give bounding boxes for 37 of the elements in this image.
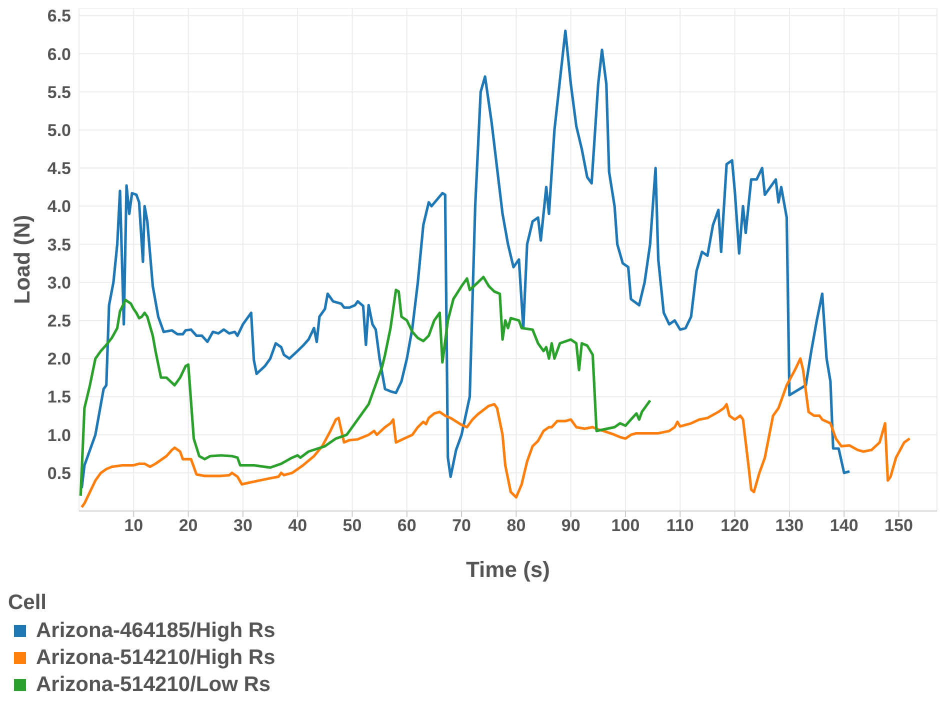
y-tick-label: 3.0 <box>47 273 71 292</box>
x-tick-label: 130 <box>775 516 804 536</box>
y-tick-label: 1.0 <box>47 426 71 445</box>
x-tick-label: 140 <box>830 516 858 536</box>
x-tick-label: 100 <box>611 516 640 536</box>
y-tick-label: 6.0 <box>47 44 71 64</box>
legend-label: Arizona-514210/High Rs <box>36 645 276 671</box>
y-tick-label: 4.5 <box>47 159 71 178</box>
y-tick-label: 2.5 <box>47 312 71 331</box>
x-tick-label: 30 <box>233 516 252 536</box>
y-tick-label: 5.5 <box>47 82 71 102</box>
line-series <box>79 276 652 498</box>
x-tick-label: 90 <box>561 516 580 536</box>
legend-label: Arizona-514210/Low Rs <box>36 672 271 698</box>
y-tick-label: 4.0 <box>47 197 71 216</box>
y-tick-label: 5.0 <box>47 120 71 140</box>
legend-title: Cell <box>8 591 47 615</box>
y-tick-label: 2.0 <box>47 350 71 369</box>
x-tick-label: 40 <box>288 516 308 536</box>
x-tick-label: 70 <box>452 516 472 536</box>
x-tick-label: 20 <box>178 516 198 536</box>
line-series <box>80 357 911 508</box>
y-tick-label: 3.5 <box>47 235 71 254</box>
y-tick-label: 6.5 <box>47 6 71 26</box>
x-axis-title: Time (s) <box>466 557 550 582</box>
x-tick-label: 80 <box>506 516 526 536</box>
x-tick-label: 50 <box>342 516 362 536</box>
x-tick-label: 60 <box>397 516 416 536</box>
line-series <box>80 30 851 490</box>
y-tick-label: 0.5 <box>47 464 71 483</box>
y-axis-title: Load (N) <box>10 214 34 304</box>
x-tick-label: 110 <box>666 516 694 536</box>
x-tick-label: 120 <box>720 516 749 536</box>
x-tick-label: 150 <box>884 516 913 536</box>
x-tick-label: 10 <box>124 516 144 536</box>
y-tick-label: 1.5 <box>47 388 71 407</box>
legend-label: Arizona-464185/High Rs <box>36 618 276 644</box>
